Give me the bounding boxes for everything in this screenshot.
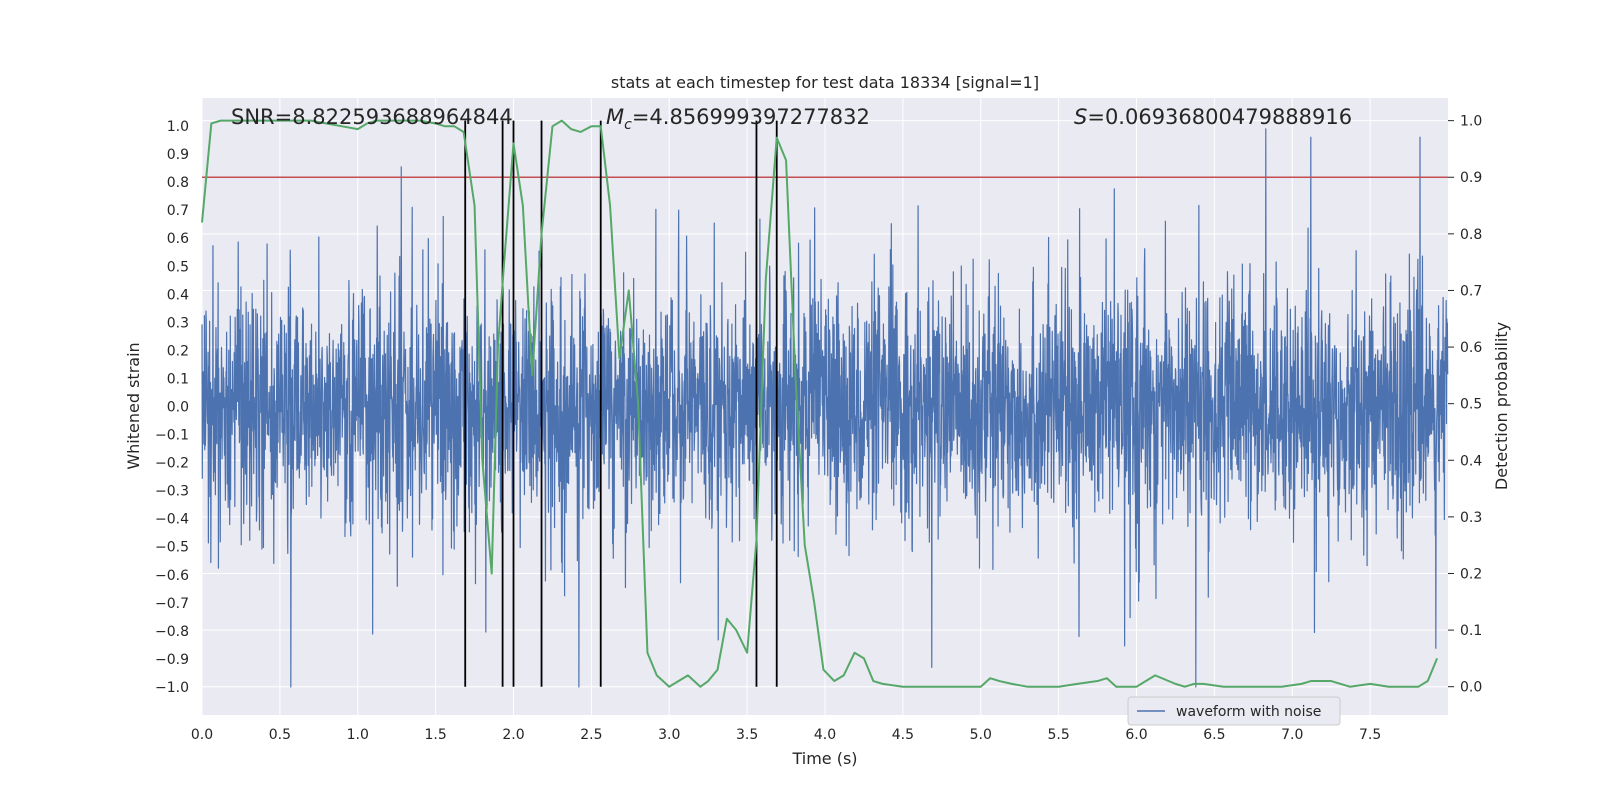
right-tick-label: 0.9	[1460, 170, 1482, 186]
x-tick-label: 7.5	[1359, 727, 1381, 743]
y-tick-label: 0.2	[167, 343, 189, 359]
probability-line	[201, 119, 1439, 688]
x-tick-label: 4.0	[814, 727, 836, 743]
x-tick-label: 5.0	[970, 727, 992, 743]
x-tick-label: 1.0	[347, 727, 369, 743]
y-tick-label: −0.2	[155, 456, 189, 472]
y-tick-label: 0.9	[167, 147, 189, 163]
x-tick-label: 3.0	[658, 727, 680, 743]
legend-box	[1127, 696, 1341, 726]
right-axis-label: Detection probability	[1492, 322, 1511, 490]
chirp-mass-subscript: c	[624, 117, 632, 133]
y-tick-label: 0.8	[167, 175, 189, 191]
x-tick-label: 7.0	[1281, 727, 1303, 743]
s-symbol: S	[1074, 105, 1087, 129]
x-tick-label: 0.5	[269, 727, 291, 743]
right-tick-label: 0.7	[1460, 283, 1482, 299]
y-tick-label: 0.0	[167, 400, 189, 416]
s-annotation: S=0.06936800479888916	[1074, 105, 1352, 129]
x-tick-label: 6.0	[1125, 727, 1147, 743]
y-axis-label: Whitened strain	[124, 342, 143, 469]
snr-annotation: SNR=8.822593688964844	[231, 105, 513, 129]
y-tick-label: −0.4	[155, 512, 189, 528]
waveform-line	[201, 128, 1449, 688]
y-tick-label: −0.8	[155, 624, 189, 640]
y-tick-label: 0.6	[167, 231, 189, 247]
right-tick-label: 0.6	[1460, 340, 1482, 356]
x-tick-label: 6.5	[1203, 727, 1225, 743]
y-tick-label: 0.5	[167, 259, 189, 275]
right-tick-label: 0.4	[1460, 453, 1482, 469]
tick-labels: 0.0 0.5 1.0 1.5 2.0 2.5 3.0 3.5 4.0 4.5 5.0 5.5 6.0 6…	[155, 114, 1482, 743]
right-tick-label: 0.0	[1460, 680, 1482, 696]
right-tick-label: 1.0	[1460, 114, 1482, 130]
right-tick-label: 0.8	[1460, 227, 1482, 243]
y-tick-label: −0.9	[155, 652, 189, 668]
x-tick-label: 2.5	[580, 727, 602, 743]
chirp-mass-annotation: Mc=4.856999397277832	[606, 105, 870, 133]
y-tick-label: 0.4	[167, 287, 189, 303]
legend-label-waveform: waveform with noise	[1176, 704, 1321, 720]
y-tick-label: −0.3	[155, 484, 189, 500]
s-value: =0.06936800479888916	[1087, 105, 1352, 129]
y-tick-label: −0.7	[155, 596, 189, 612]
right-tick-label: 0.5	[1460, 397, 1482, 413]
x-axis-label: Time (s)	[791, 749, 857, 768]
x-tick-label: 0.0	[191, 727, 213, 743]
right-tick-label: 0.3	[1460, 510, 1482, 526]
y-tick-label: 1.0	[167, 119, 189, 135]
x-tick-label: 4.5	[892, 727, 914, 743]
y-tick-label: 0.7	[167, 203, 189, 219]
waveform-series	[201, 128, 1449, 688]
y-tick-label: 0.1	[167, 371, 189, 387]
event-markers	[464, 120, 778, 687]
y-tick-label: 0.3	[167, 315, 189, 331]
right-tick-label: 0.1	[1460, 623, 1482, 639]
legend: waveform with noise	[1127, 696, 1341, 726]
chirp-mass-value: =4.856999397277832	[632, 105, 870, 129]
chirp-mass-symbol: M	[606, 105, 624, 129]
x-tick-label: 1.5	[424, 727, 446, 743]
x-tick-label: 3.5	[736, 727, 758, 743]
chart-title: stats at each timestep for test data 183…	[611, 73, 1039, 92]
y-tick-label: −0.5	[155, 540, 189, 556]
probability-series	[201, 119, 1439, 688]
x-tick-label: 2.0	[502, 727, 524, 743]
y-tick-label: −0.6	[155, 568, 189, 584]
x-tick-label: 5.5	[1047, 727, 1069, 743]
y-tick-label: −0.1	[155, 428, 189, 444]
right-tick-label: 0.2	[1460, 566, 1482, 582]
y-tick-label: −1.0	[155, 680, 189, 696]
